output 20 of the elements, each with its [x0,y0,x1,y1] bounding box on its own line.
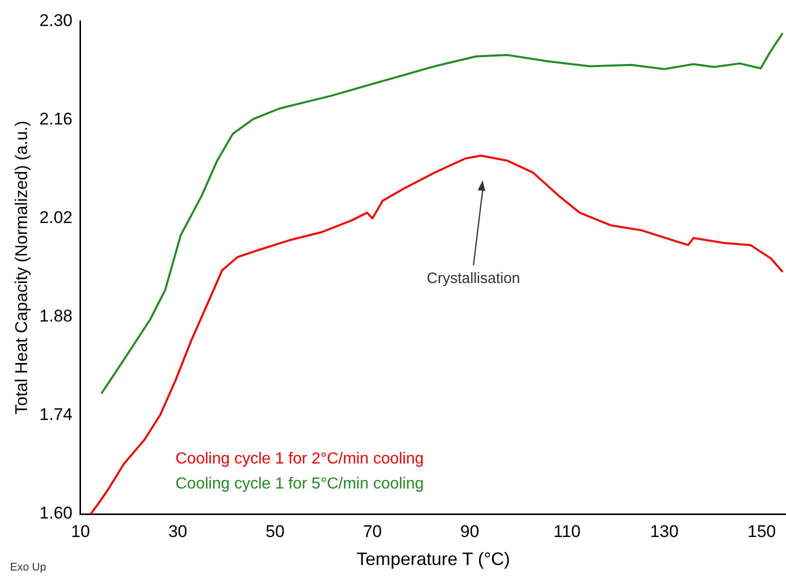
x-tick-label: 90 [460,522,480,541]
y-tick-label: 2.02 [39,208,72,228]
x-tick-label: 50 [266,522,285,541]
x-tick-label: 30 [168,522,188,541]
annotation: Crystallisation [426,270,520,287]
y-tick-label: 1.74 [39,405,72,424]
y-tick-label: 2.30 [39,10,72,30]
series-label: Cooling cycle 1 for 2°C/min cooling [175,450,424,468]
x-tick-label: 10 [71,522,90,541]
text: Cooling cycle 1 for 5°C/min cooling [175,475,424,492]
x-tick-label: 110 [553,522,581,541]
x-axis-title: Temperature T (°C) [356,549,510,570]
x-tick-label: 150 [747,522,776,541]
text: Exo Up [10,562,46,574]
y-tick-label: 1.60 [39,504,72,523]
x-tick-label: 130 [650,522,679,541]
x-tick-label: 70 [362,522,382,541]
y-tick-label: 1.88 [39,306,72,326]
y-axis-title: Total Heat Capacity (Normalized) (a.u.) [12,120,31,415]
y-tick-label: 2.16 [39,109,72,128]
